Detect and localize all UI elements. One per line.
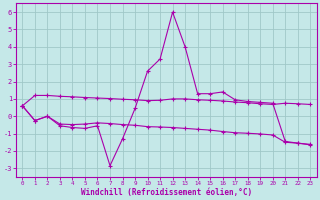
X-axis label: Windchill (Refroidissement éolien,°C): Windchill (Refroidissement éolien,°C) [81,188,252,197]
